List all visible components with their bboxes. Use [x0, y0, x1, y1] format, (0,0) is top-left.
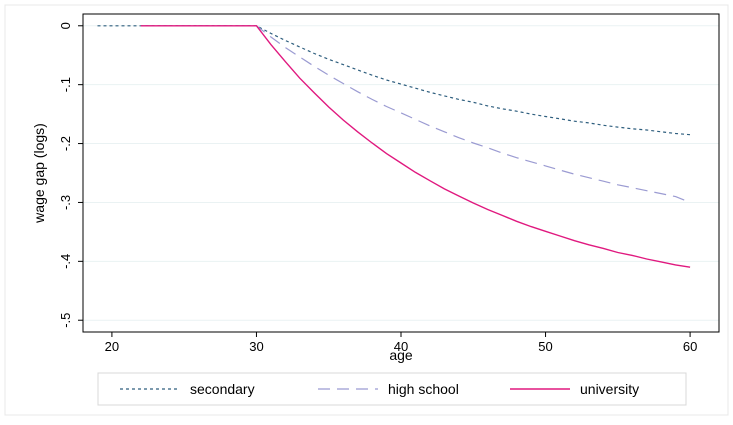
legend-label: secondary	[190, 381, 255, 397]
y-tick-label: -.3	[58, 195, 73, 210]
y-tick-label: -.4	[58, 254, 73, 269]
legend-label: university	[580, 381, 639, 397]
series-line-university	[140, 25, 691, 268]
series-line-high-school	[140, 25, 691, 203]
x-tick-label: 30	[249, 339, 263, 354]
legend: secondary high school university	[120, 381, 639, 397]
y-tick-label: -.2	[58, 136, 73, 151]
y-tick-label: 0	[58, 22, 73, 29]
y-axis-label: wage gap (logs)	[31, 123, 47, 224]
x-tick-label: 20	[105, 339, 119, 354]
x-tick-label: 40	[394, 339, 408, 354]
series-lines	[97, 25, 691, 268]
y-tick-label: -.1	[58, 77, 73, 92]
legend-box	[97, 372, 687, 406]
x-tick-label: 60	[683, 339, 697, 354]
tick-labels: 0 -.1 -.2 -.3 -.4 -.5 20 30 40 50 60	[58, 22, 697, 354]
y-tick-label: -.5	[58, 313, 73, 328]
x-tick-label: 50	[538, 339, 552, 354]
legend-label: high school	[388, 381, 459, 397]
x-axis-label: age	[389, 347, 413, 363]
